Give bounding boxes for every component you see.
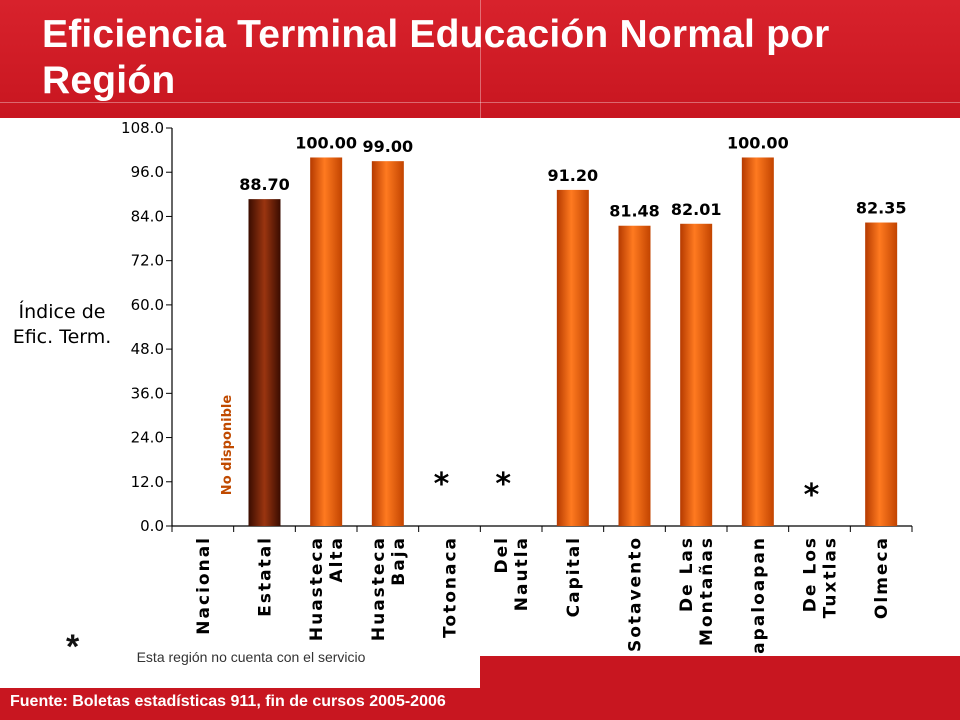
data-label: 99.00	[363, 137, 414, 156]
y-tick-label: 48.0	[131, 340, 164, 358]
y-tick-label: 84.0	[131, 207, 164, 225]
bar	[618, 225, 651, 526]
data-label: 88.70	[239, 175, 290, 194]
category-label: Capital	[564, 536, 584, 617]
category-label: De LosTuxtlas	[801, 536, 841, 618]
y-tick-label: 72.0	[131, 252, 164, 270]
category-label: Papaloapan	[749, 536, 769, 668]
data-label: 81.48	[609, 202, 660, 221]
y-tick-label: 0.0	[140, 517, 164, 535]
category-label: Estatal	[256, 536, 276, 617]
bar	[371, 161, 404, 526]
no-data-label: No disponible	[220, 395, 235, 496]
y-axis-label: Índice de Efic. Term.	[13, 300, 112, 348]
y-tick-label: 12.0	[131, 473, 164, 491]
no-service-marker: *	[495, 467, 511, 502]
footnote-text: Esta región no cuenta con el servicio	[136, 649, 366, 665]
bar	[310, 157, 343, 526]
category-label: Olmeca	[872, 536, 892, 619]
no-service-marker: *	[434, 467, 450, 502]
footnote-marker: *	[66, 628, 80, 666]
source-note: Fuente: Boletas estadísticas 911, fin de…	[10, 693, 446, 710]
data-label: 82.35	[856, 199, 907, 218]
data-label: 82.01	[671, 200, 722, 219]
footer-band	[0, 688, 562, 720]
no-service-marker: *	[804, 478, 820, 513]
y-tick-label: 60.0	[131, 296, 164, 314]
bar	[865, 222, 898, 526]
bar	[248, 199, 281, 526]
bar	[680, 223, 713, 527]
bar	[556, 189, 589, 526]
header-divider	[0, 102, 960, 103]
data-label: 100.00	[295, 133, 357, 152]
category-label: DelNautla	[492, 536, 532, 611]
category-label: HuastecaAlta	[307, 536, 347, 641]
category-label: Totonaca	[441, 536, 461, 638]
page-title: Eficiencia Terminal Educación Normal por…	[42, 13, 830, 102]
category-label: Sotavento	[626, 536, 646, 652]
data-label: 91.20	[548, 166, 599, 185]
y-tick-label: 96.0	[131, 163, 164, 181]
header-divider	[480, 0, 481, 118]
y-tick-label: 24.0	[131, 429, 164, 447]
y-tick-label: 36.0	[131, 384, 164, 402]
category-label: Nacional	[194, 536, 214, 635]
header-band	[0, 0, 960, 118]
data-label: 100.00	[727, 133, 789, 152]
y-tick-label: 108.0	[121, 119, 164, 137]
bar	[741, 157, 774, 526]
category-label: HuastecaBaja	[369, 536, 409, 641]
category-label: De LasMontañas	[677, 536, 717, 646]
